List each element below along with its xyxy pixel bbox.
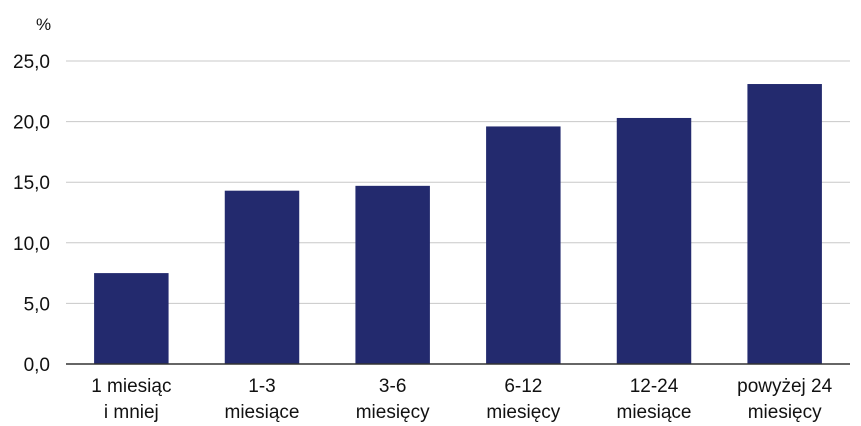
x-category-label: 12-24 miesiące [617, 376, 692, 423]
bar [486, 126, 561, 364]
bar [94, 273, 169, 364]
y-tick-label: 0,0 [24, 355, 50, 376]
y-tick-label: 20,0 [13, 113, 50, 134]
y-tick-label: 25,0 [13, 52, 50, 73]
x-category-labels: 1 miesiąc i mniej 1-3 miesiące 3-6 miesięcy 6-… [91, 376, 832, 423]
y-tick-labels: 0,0 5,0 10,0 15,0 20,0 25,0 [13, 52, 50, 376]
y-unit-label: % [36, 15, 51, 34]
x-category-label: 6-12 miesięcy [486, 376, 560, 423]
x-category-label: 1 miesiąc i mniej [91, 376, 171, 423]
x-category-label: 1-3 miesiące [225, 376, 300, 423]
x-category-label: 3-6 miesięcy [356, 376, 430, 423]
gridlines [66, 60, 850, 304]
x-category-label: powyżej 24 miesięcy [737, 376, 832, 423]
bars [94, 84, 822, 365]
y-tick-label: 15,0 [13, 173, 50, 194]
bar [224, 190, 300, 364]
bar [616, 117, 692, 365]
y-tick-label: 5,0 [24, 294, 50, 315]
bar [747, 84, 822, 364]
bar [355, 185, 430, 364]
y-tick-label: 10,0 [13, 234, 50, 255]
